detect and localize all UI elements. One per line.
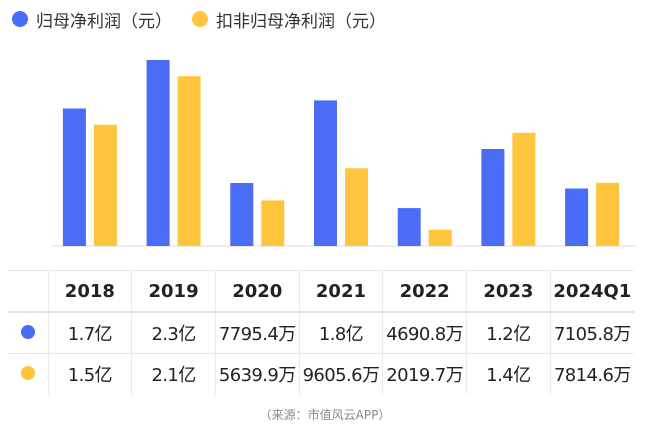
bar-deducted-net-profit-2019: [177, 76, 201, 246]
data-label-deducted-net-profit: 1.4亿: [466, 353, 551, 394]
bar-net-profit-2021: [314, 100, 337, 247]
category-label: 2023: [466, 270, 551, 312]
bar-net-profit-2022: [397, 208, 421, 246]
bar-deducted-net-profit-2023: [512, 132, 536, 246]
category-label: 2019: [131, 270, 216, 312]
legend-item-net-profit: 归母净利润（元）: [12, 7, 172, 32]
source-note: （来源：市值风云APP）: [259, 408, 391, 422]
legend-label-deducted-net-profit: 扣非归母净利润（元）: [216, 11, 386, 32]
data-table: 2018 2019 2020 2021 2022 2023 2024Q1 1.7亿 2.3亿 7…: [8, 270, 634, 394]
bar-deducted-net-profit-2018: [93, 124, 117, 246]
bar-group: [62, 60, 620, 247]
category-label: 2022: [382, 270, 467, 312]
data-label-deducted-net-profit: 2019.7万: [382, 353, 467, 394]
bar-net-profit-2019: [146, 60, 170, 246]
row-swatch-net-profit: [20, 324, 35, 339]
legend-swatch-net-profit: [12, 11, 28, 27]
bar-deducted-net-profit-2021: [345, 168, 368, 246]
data-label-net-profit: 7795.4万: [214, 312, 300, 354]
data-label-deducted-net-profit: 2.1亿: [131, 353, 216, 394]
bar-deducted-net-profit-2020: [261, 200, 285, 246]
category-label: 2021: [298, 270, 383, 312]
bar-deducted-net-profit-2024Q1: [596, 182, 620, 246]
data-label-net-profit: 7105.8万: [549, 312, 634, 354]
data-label-deducted-net-profit: 7814.6万: [549, 353, 634, 394]
table-row-deducted-net-profit: 1.5亿 2.1亿 5639.9万 9605.6万 2019.7万 1.4亿 7814.6万: [8, 353, 634, 395]
data-label-deducted-net-profit: 1.5亿: [47, 353, 132, 394]
bar-chart: [52, 60, 636, 247]
chart-legend: 归母净利润（元） 扣非归母净利润（元）: [12, 4, 406, 34]
data-label-net-profit: 1.8亿: [298, 312, 383, 354]
bar-net-profit-2018: [62, 108, 86, 246]
legend-label-net-profit: 归母净利润（元）: [36, 11, 172, 32]
legend-item-deducted-net-profit: 扣非归母净利润（元）: [192, 7, 386, 32]
data-label-deducted-net-profit: 5639.9万: [214, 353, 300, 394]
category-label: 2024Q1: [549, 270, 634, 312]
bar-net-profit-2020: [230, 183, 254, 246]
table-row-net-profit: 1.7亿 2.3亿 7795.4万 1.8亿 4690.8万 1.2亿 7105.8万: [8, 312, 634, 354]
bar-deducted-net-profit-2022: [428, 229, 452, 246]
data-label-net-profit: 4690.8万: [382, 312, 467, 354]
category-label: 2018: [47, 270, 132, 312]
table-header-row: 2018 2019 2020 2021 2022 2023 2024Q1: [8, 270, 634, 312]
data-label-net-profit: 1.2亿: [466, 312, 551, 354]
row-swatch-deducted-net-profit: [20, 365, 35, 380]
bar-net-profit-2023: [481, 149, 505, 246]
data-label-net-profit: 1.7亿: [47, 312, 132, 354]
row-swatch-cell: [8, 354, 48, 395]
data-label-net-profit: 2.3亿: [131, 312, 216, 354]
category-label: 2020: [214, 270, 300, 312]
bar-net-profit-2024Q1: [565, 188, 589, 246]
data-label-deducted-net-profit: 9605.6万: [298, 353, 383, 394]
row-swatch-cell: [8, 312, 48, 354]
table-corner-cell: [8, 270, 48, 312]
legend-swatch-deducted-net-profit: [192, 11, 208, 27]
